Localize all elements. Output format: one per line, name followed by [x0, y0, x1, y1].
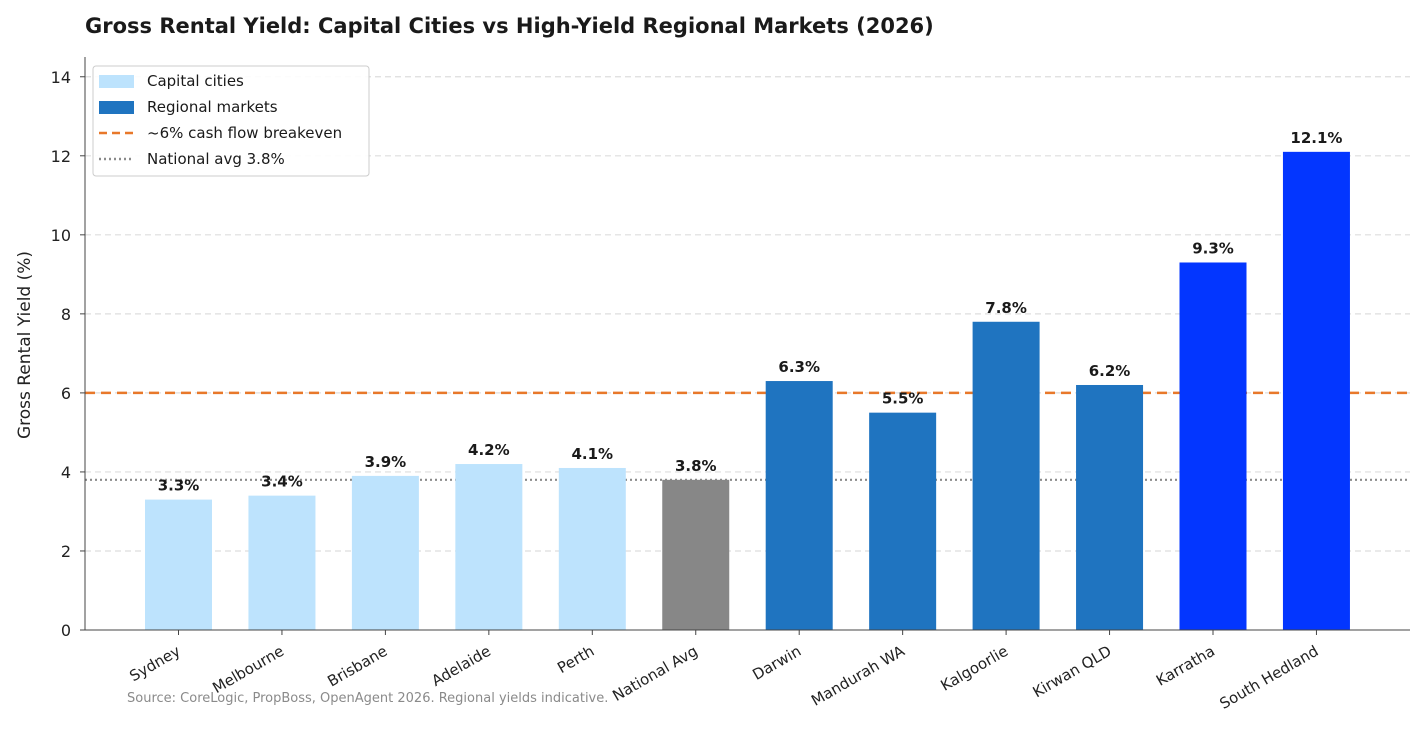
chart-title: Gross Rental Yield: Capital Cities vs Hi… [85, 14, 934, 38]
axes [80, 57, 1410, 635]
legend-label: National avg 3.8% [147, 150, 285, 168]
y-tick-label: 8 [61, 305, 71, 324]
bar [972, 321, 1040, 630]
data-label: 9.3% [1192, 239, 1234, 257]
bar [455, 464, 523, 630]
bar [765, 381, 833, 630]
x-tick-label: Darwin [749, 642, 804, 684]
data-label: 12.1% [1290, 129, 1342, 147]
data-label: 4.2% [468, 441, 510, 459]
data-label: 3.9% [365, 453, 407, 471]
bar [1076, 384, 1144, 630]
y-tick-label: 10 [51, 226, 71, 245]
legend-swatch [99, 75, 134, 88]
bar [1179, 262, 1247, 630]
bar [869, 412, 937, 630]
data-label: 5.5% [882, 390, 924, 408]
y-axis-label: Gross Rental Yield (%) [15, 251, 35, 439]
bars [145, 151, 1350, 631]
legend-swatch [99, 101, 134, 114]
bar [145, 499, 212, 630]
bar [558, 467, 626, 630]
data-label: 3.3% [158, 477, 200, 495]
x-tick-label: Perth [554, 642, 597, 677]
bar [351, 475, 419, 630]
x-tick-label: Adelaide [429, 642, 494, 690]
bar [662, 479, 730, 630]
y-tick-label: 12 [51, 147, 71, 166]
legend-label: Regional markets [147, 98, 278, 116]
x-tick-label: South Hedland [1217, 642, 1322, 713]
x-tick-label: Mandurah WA [808, 642, 908, 710]
data-label: 6.3% [778, 358, 820, 376]
y-tick-labels: 0 2 4 6 8 10 12 14 [51, 68, 71, 640]
y-tick-label: 4 [61, 463, 71, 482]
y-tick-label: 2 [61, 542, 71, 561]
data-label: 3.4% [261, 473, 303, 491]
x-tick-label: Sydney [126, 642, 183, 685]
data-label: 4.1% [571, 445, 613, 463]
x-tick-label: Kalgoorlie [938, 642, 1012, 695]
data-label: 7.8% [985, 299, 1027, 317]
bar [248, 495, 316, 630]
y-tick-label: 0 [61, 621, 71, 640]
x-tick-label: Brisbane [324, 642, 390, 691]
data-label: 6.2% [1089, 362, 1131, 380]
y-tick-label: 14 [51, 68, 71, 87]
legend: Capital cities Regional markets ~6% cash f… [92, 65, 370, 177]
legend-box [92, 65, 370, 177]
x-tick-label: Kirwan QLD [1030, 642, 1115, 701]
x-tick-label: Karratha [1153, 642, 1218, 690]
y-tick-label: 6 [61, 384, 71, 403]
x-tick-label: Melbourne [209, 642, 287, 697]
legend-label: ~6% cash flow breakeven [147, 124, 342, 142]
legend-label: Capital cities [147, 72, 244, 90]
source-note: Source: CoreLogic, PropBoss, OpenAgent 2… [127, 691, 608, 706]
data-labels: 3.3% 3.4% 3.9% 4.2% 4.1% 3.8% 6.3% 5.5% 7.8% 6.2%… [158, 129, 1343, 495]
x-tick-label: National Avg [609, 642, 700, 705]
bar [1282, 151, 1350, 631]
data-label: 3.8% [675, 457, 717, 475]
